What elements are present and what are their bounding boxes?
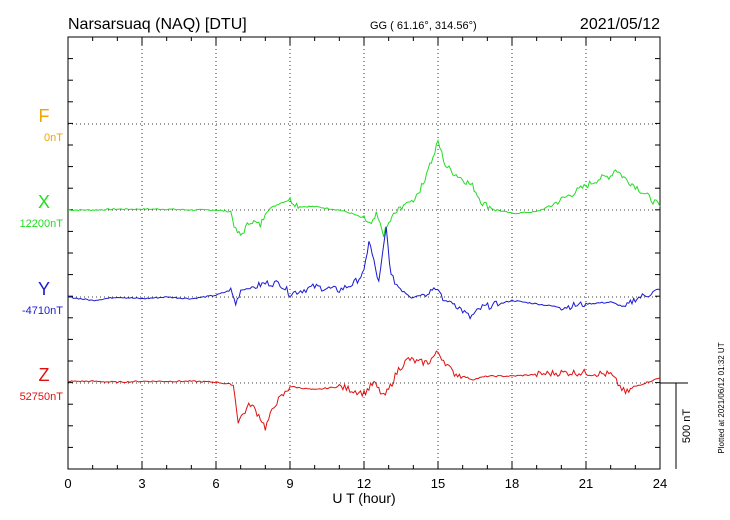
series-baseline-x: 12200nT xyxy=(20,218,64,230)
x-tick-label: 9 xyxy=(286,476,293,491)
plotted-note: Plotted at 2021/06/12 01:32 UT xyxy=(717,342,726,453)
x-tick-label: 18 xyxy=(505,476,519,491)
ticks: 0 3 6 9 12 15 18 21 24 xyxy=(64,36,667,491)
series-baseline-y: -4710nT xyxy=(22,305,63,317)
series-line-x xyxy=(67,138,661,238)
x-axis-title: U T (hour) xyxy=(332,490,395,506)
series-baseline-z: 52750nT xyxy=(20,391,64,403)
x-tick-label: 12 xyxy=(357,476,371,491)
series-labels: F 0nT X 12200nT Y -4710nT Z 52750nT xyxy=(20,106,64,403)
x-tick-label: 21 xyxy=(579,476,593,491)
x-tick-label: 15 xyxy=(431,476,445,491)
x-tick-label: 24 xyxy=(653,476,667,491)
series-name-f: F xyxy=(39,106,50,126)
series-name-z: Z xyxy=(39,365,50,385)
series-name-x: X xyxy=(38,192,50,212)
date-label: 2021/05/12 xyxy=(580,16,660,33)
series-lines xyxy=(67,138,661,431)
series-line-y xyxy=(67,226,661,320)
station-title: Narsarsuaq (NAQ) [DTU] xyxy=(68,16,247,33)
scale-bar-label: 500 nT xyxy=(681,409,693,444)
x-tick-label: 6 xyxy=(212,476,219,491)
x-tick-label: 0 xyxy=(64,476,71,491)
series-baseline-f: 0nT xyxy=(44,132,63,144)
x-tick-label: 3 xyxy=(138,476,145,491)
series-name-y: Y xyxy=(38,279,50,299)
series-line-z xyxy=(67,350,661,431)
grid xyxy=(68,37,660,469)
coords-label: GG ( 61.16°, 314.56°) xyxy=(370,20,477,32)
